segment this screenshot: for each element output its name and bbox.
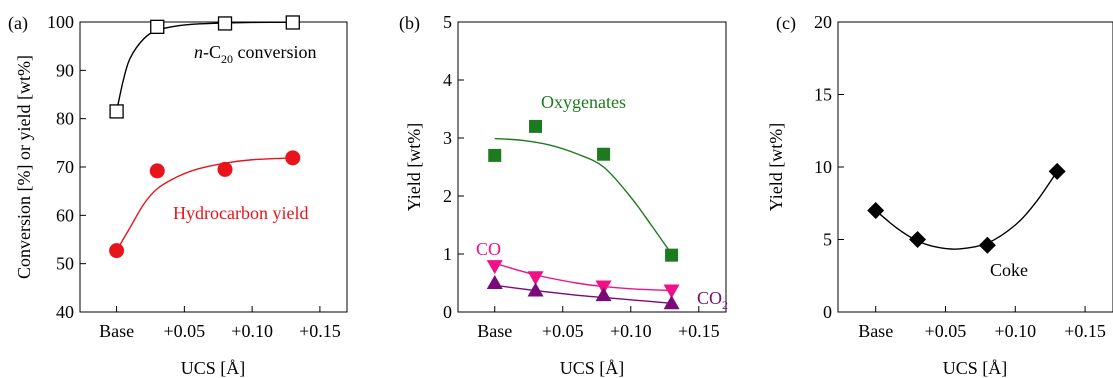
y-tick-label: 20 (814, 12, 832, 32)
y-tick-label: 80 (56, 109, 74, 129)
x-tick-label: +0.15 (299, 321, 341, 341)
x-tick-label: +0.10 (610, 321, 652, 341)
annotation-coke: Coke (990, 260, 1028, 280)
data-point-marker (867, 202, 885, 219)
y-tick-label: 5 (443, 12, 452, 32)
y-tick-label: 50 (56, 254, 74, 274)
series-curve (875, 170, 1058, 250)
y-axis-label: Yield [wt%] (404, 123, 424, 211)
y-tick-label: 0 (443, 302, 452, 322)
data-point-marker (488, 148, 502, 162)
data-point-marker (486, 275, 503, 289)
y-tick-label: 10 (814, 157, 832, 177)
x-tick-label: +0.05 (542, 321, 584, 341)
panel-a: (a) UCS [Å] Conversion [%] or yield [wt%… (8, 12, 348, 378)
x-tick-label: Base (858, 321, 893, 341)
data-point-marker (486, 260, 503, 275)
y-tick-label: 3 (443, 128, 452, 148)
data-point-marker (978, 236, 996, 254)
data-point-marker (217, 16, 233, 31)
annotation-oxygenates: Oxygenates (541, 92, 626, 112)
data-point-marker (109, 104, 124, 119)
annotation-hydrocarbon-yield: Hydrocarbon yield (173, 203, 308, 223)
series-curve (494, 284, 672, 304)
data-point-marker (149, 163, 165, 179)
y-tick-label: 70 (56, 157, 74, 177)
series-curve (494, 262, 672, 292)
y-tick-label: 2 (443, 186, 452, 206)
data-point-marker (285, 150, 301, 166)
data-point-marker (527, 271, 544, 286)
y-axis-label: Conversion [%] or yield [wt%] (14, 55, 34, 279)
plot-frame (837, 21, 1113, 313)
x-tick-label: +0.15 (1064, 321, 1106, 341)
y-tick-label: 100 (47, 12, 74, 32)
data-point-marker (663, 295, 680, 310)
x-tick-label: Base (99, 321, 134, 341)
y-tick-label: 5 (823, 230, 832, 250)
data-point-marker (909, 231, 927, 248)
panel-label: (b) (399, 13, 420, 34)
data-point-marker (285, 15, 300, 30)
x-tick-label: Base (477, 321, 512, 341)
y-tick-label: 40 (56, 302, 74, 322)
data-point-marker (109, 243, 125, 259)
y-axis-label: Yield [wt%] (766, 123, 786, 211)
series-curve (115, 21, 293, 112)
x-tick-label: +0.10 (231, 321, 273, 341)
data-point-marker (527, 282, 544, 297)
x-tick-label: +0.05 (925, 321, 967, 341)
annotation-conversion: n-C20 conversion (194, 42, 316, 66)
y-tick-label: 0 (823, 302, 832, 322)
data-point-marker (1048, 162, 1066, 180)
y-tick-label: 4 (443, 70, 452, 90)
x-axis-label: UCS [Å] (943, 358, 1008, 378)
data-point-marker (663, 284, 680, 299)
y-tick-label: 90 (56, 60, 74, 80)
y-tick-label: 1 (443, 244, 452, 264)
annotation-co: CO (476, 239, 501, 259)
plot-frame (79, 21, 348, 313)
panel-c: (c) UCS [Å] Yield [wt%] 0 5 10 15 20 Base +0.0… (766, 12, 1113, 378)
panel-b: (b) UCS [Å] Yield [wt%] 0 1 2 3 4 5 Base +0.05 +… (399, 12, 728, 378)
x-axis-label: UCS [Å] (560, 358, 625, 378)
x-axis-label: UCS [Å] (181, 358, 246, 378)
x-tick-label: +0.15 (678, 321, 720, 341)
panel-label: (a) (8, 13, 28, 34)
data-point-marker (529, 119, 543, 133)
series-curve (115, 157, 293, 251)
x-tick-label: +0.10 (994, 321, 1036, 341)
data-point-marker (217, 161, 233, 177)
data-point-marker (595, 287, 612, 302)
y-tick-label: 15 (814, 85, 832, 105)
annotation-co2: CO2 (697, 288, 728, 312)
data-point-marker (597, 147, 611, 161)
data-point-marker (665, 248, 679, 262)
series-curve (494, 137, 673, 255)
plot-frame (457, 21, 727, 313)
x-tick-label: +0.05 (164, 321, 206, 341)
data-point-marker (150, 19, 165, 34)
y-tick-label: 60 (56, 205, 74, 225)
panel-label: (c) (776, 13, 796, 34)
